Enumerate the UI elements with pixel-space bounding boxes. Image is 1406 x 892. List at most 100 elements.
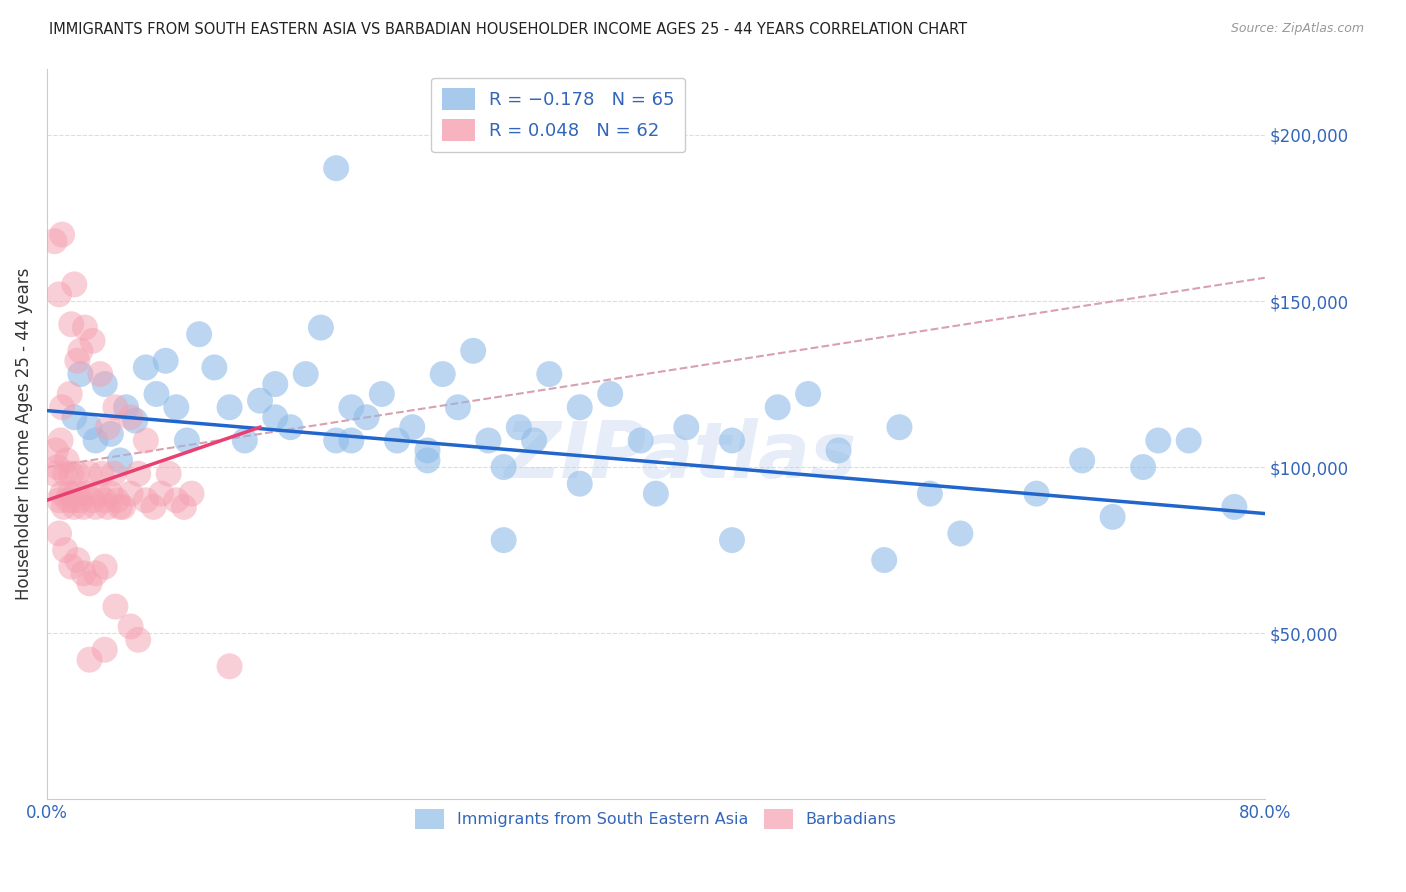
Point xyxy=(51,401,73,415)
Point xyxy=(51,486,73,500)
Point xyxy=(492,533,515,548)
Point xyxy=(264,377,287,392)
Point xyxy=(105,493,128,508)
Point xyxy=(385,434,408,448)
Point xyxy=(51,227,73,242)
Point xyxy=(155,353,177,368)
Point xyxy=(508,420,530,434)
Point xyxy=(218,659,240,673)
Point xyxy=(49,434,72,448)
Point xyxy=(233,434,256,448)
Point xyxy=(416,443,439,458)
Point xyxy=(72,566,94,581)
Point xyxy=(280,420,302,434)
Point xyxy=(918,486,941,500)
Point xyxy=(55,453,77,467)
Point xyxy=(873,553,896,567)
Point xyxy=(135,493,157,508)
Point xyxy=(401,420,423,434)
Point xyxy=(79,467,101,481)
Point xyxy=(157,467,180,481)
Point xyxy=(644,486,666,500)
Point xyxy=(1223,500,1246,514)
Point xyxy=(432,367,454,381)
Point xyxy=(135,434,157,448)
Point xyxy=(82,334,104,348)
Point xyxy=(145,387,167,401)
Point xyxy=(492,460,515,475)
Point xyxy=(721,533,744,548)
Point xyxy=(827,443,849,458)
Point xyxy=(150,486,173,500)
Point xyxy=(100,486,122,500)
Point xyxy=(65,486,87,500)
Point xyxy=(120,619,142,633)
Point xyxy=(766,401,789,415)
Point xyxy=(477,434,499,448)
Point xyxy=(188,327,211,342)
Point xyxy=(127,632,149,647)
Point xyxy=(48,526,70,541)
Point xyxy=(325,161,347,176)
Point xyxy=(76,486,98,500)
Point xyxy=(630,434,652,448)
Point xyxy=(103,467,125,481)
Point xyxy=(1101,509,1123,524)
Point xyxy=(72,500,94,514)
Point xyxy=(97,420,120,434)
Point xyxy=(173,500,195,514)
Point xyxy=(66,467,89,481)
Point xyxy=(69,343,91,358)
Point xyxy=(60,559,83,574)
Point xyxy=(84,434,107,448)
Point xyxy=(675,420,697,434)
Point xyxy=(93,642,115,657)
Point xyxy=(264,410,287,425)
Point xyxy=(249,393,271,408)
Point xyxy=(294,367,316,381)
Point xyxy=(59,486,82,500)
Point xyxy=(63,410,86,425)
Point xyxy=(371,387,394,401)
Point xyxy=(721,434,744,448)
Point xyxy=(104,599,127,614)
Point xyxy=(93,559,115,574)
Point xyxy=(69,493,91,508)
Point xyxy=(309,320,332,334)
Point xyxy=(218,401,240,415)
Y-axis label: Householder Income Ages 25 - 44 years: Householder Income Ages 25 - 44 years xyxy=(15,268,32,600)
Point xyxy=(1147,434,1170,448)
Point xyxy=(120,410,142,425)
Point xyxy=(447,401,470,415)
Text: Source: ZipAtlas.com: Source: ZipAtlas.com xyxy=(1230,22,1364,36)
Point xyxy=(111,500,134,514)
Point xyxy=(889,420,911,434)
Point xyxy=(538,367,561,381)
Point xyxy=(115,401,138,415)
Point xyxy=(340,434,363,448)
Point xyxy=(62,493,84,508)
Point xyxy=(108,453,131,467)
Point xyxy=(1132,460,1154,475)
Point xyxy=(90,467,112,481)
Point xyxy=(63,277,86,292)
Point xyxy=(59,387,82,401)
Point xyxy=(97,500,120,514)
Point xyxy=(79,420,101,434)
Point xyxy=(127,467,149,481)
Point xyxy=(45,443,67,458)
Point xyxy=(82,493,104,508)
Point xyxy=(79,653,101,667)
Point xyxy=(108,500,131,514)
Point xyxy=(48,493,70,508)
Point xyxy=(48,287,70,301)
Point xyxy=(104,401,127,415)
Point xyxy=(53,467,76,481)
Point xyxy=(416,453,439,467)
Legend: Immigrants from South Eastern Asia, Barbadians: Immigrants from South Eastern Asia, Barb… xyxy=(409,803,903,835)
Point xyxy=(89,367,111,381)
Point xyxy=(568,476,591,491)
Point xyxy=(135,360,157,375)
Point xyxy=(66,553,89,567)
Point xyxy=(93,377,115,392)
